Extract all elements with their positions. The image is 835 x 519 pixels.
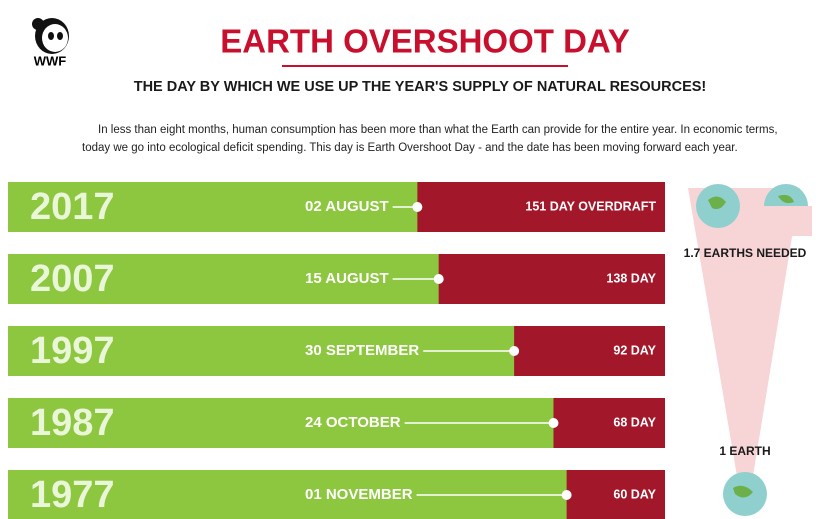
year-label: 1987: [30, 402, 115, 444]
year-label: 1977: [30, 474, 115, 516]
date-dot: [562, 490, 572, 500]
date-label: 01 NOVEMBER: [305, 486, 413, 503]
year-label: 2007: [30, 258, 115, 300]
date-dot: [548, 418, 558, 428]
annotation: 1 EARTH: [719, 444, 770, 458]
infographic: WWF EARTH OVERSHOOT DAY THE DAY BY WHICH…: [0, 0, 835, 519]
wwf-logo: WWF: [32, 18, 69, 68]
chart-title: EARTH OVERSHOOT DAY: [220, 23, 630, 60]
annotation: 1.7 EARTHS NEEDED: [684, 246, 807, 260]
value-label: 138 DAY: [606, 271, 656, 285]
value-label: 68 DAY: [613, 415, 656, 429]
date-label: 15 AUGUST: [305, 270, 389, 287]
date-label: 24 OCTOBER: [305, 414, 401, 431]
logo-text: WWF: [34, 53, 67, 68]
date-dot: [412, 202, 422, 212]
subtitle: THE DAY BY WHICH WE USE UP THE YEAR'S SU…: [134, 79, 707, 95]
value-label: 92 DAY: [613, 343, 656, 357]
value-label: 60 DAY: [613, 487, 656, 501]
description: today we go into ecological deficit spen…: [82, 142, 738, 154]
date-dot: [509, 346, 519, 356]
value-label: 151 DAY OVERDRAFT: [525, 199, 656, 213]
year-label: 2017: [30, 186, 115, 228]
earths-funnel: [688, 184, 812, 516]
description: In less than eight months, human consump…: [98, 124, 778, 136]
date-label: 02 AUGUST: [305, 198, 389, 215]
date-dot: [434, 274, 444, 284]
date-label: 30 SEPTEMBER: [305, 342, 419, 359]
year-label: 1997: [30, 330, 115, 372]
